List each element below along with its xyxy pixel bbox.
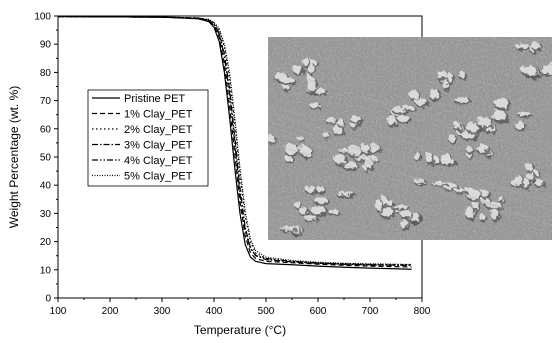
series-layer	[57, 15, 412, 270]
y-tick-label: 90	[40, 40, 52, 51]
axes-layer: 100 200 300 400 500 600 700 800 0 10 20 30 40 50 60 70 8…	[7, 12, 431, 338]
y-tick-label: 50	[40, 153, 52, 164]
x-tick-label: 200	[102, 306, 119, 317]
series-line-1	[57, 15, 412, 270]
x-tick-label: 500	[258, 306, 275, 317]
x-tick-label: 700	[362, 306, 379, 317]
x-tick-label: 400	[206, 306, 223, 317]
x-tick-label: 600	[310, 306, 327, 317]
legend-box	[87, 89, 209, 187]
x-axis-label: Temperature (°C)	[194, 323, 286, 337]
series-line-2	[57, 15, 412, 268]
legend-label: Pristine PET	[124, 93, 185, 105]
y-tick-label: 100	[34, 12, 51, 23]
series-line-5	[57, 15, 412, 267]
y-axis-label: Weight Percentage (wt. %)	[7, 86, 21, 229]
legend-label: 1% Clay_PET	[124, 109, 193, 121]
x-tick-label: 800	[414, 306, 431, 317]
y-tick-label: 10	[40, 265, 52, 276]
y-tick-label: 20	[40, 237, 52, 248]
y-tick-label: 80	[40, 68, 52, 79]
legend-label: 3% Clay_PET	[124, 140, 193, 152]
y-tick-label: 70	[40, 96, 52, 107]
series-line-6	[57, 15, 412, 266]
y-tick-label: 60	[40, 124, 52, 135]
legend-label: 5% Clay_PET	[124, 171, 193, 183]
x-tick-label: 100	[50, 306, 67, 317]
legend-label: 2% Clay_PET	[124, 124, 193, 136]
y-tick-label: 30	[40, 209, 52, 220]
legend-label: 4% Clay_PET	[124, 155, 193, 167]
legend: Pristine PET 1% Clay_PET 2% Clay_PET 3% Cla…	[87, 89, 209, 187]
x-tick-label: 300	[154, 306, 171, 317]
y-tick-label: 0	[45, 294, 51, 305]
sem-inset-image	[268, 37, 552, 240]
y-tick-label: 40	[40, 181, 52, 192]
